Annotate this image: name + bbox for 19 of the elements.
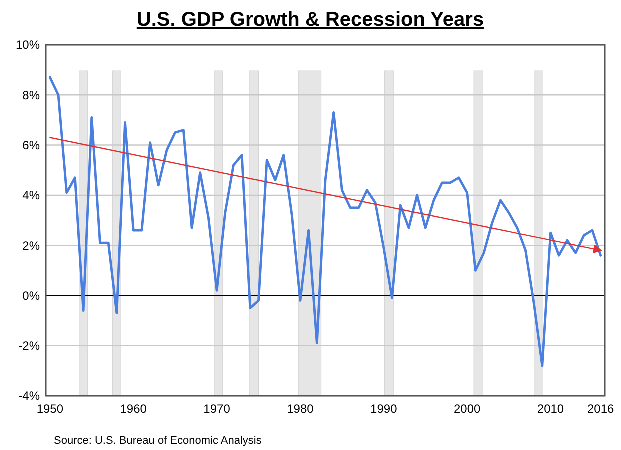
y-tick-label: -4% bbox=[18, 389, 40, 404]
y-tick-label: 10% bbox=[16, 38, 40, 52]
line-series bbox=[48, 76, 602, 368]
x-tick-label: 1950 bbox=[36, 402, 64, 416]
x-tick-label: 1960 bbox=[120, 402, 148, 416]
y-tick-label: 4% bbox=[22, 188, 40, 203]
x-tick-label: 2000 bbox=[454, 402, 482, 416]
y-tick-label: 8% bbox=[22, 88, 40, 102]
y-tick-label: 6% bbox=[22, 138, 40, 152]
x-tick-label: 2010 bbox=[537, 402, 564, 416]
x-tick-label: 1970 bbox=[204, 402, 231, 416]
x-tick-label: 2016 bbox=[587, 402, 614, 416]
x-tick-label: 1990 bbox=[370, 402, 398, 416]
chart-title: U.S. GDP Growth & Recession Years bbox=[136, 9, 484, 31]
x-tick-label: 1980 bbox=[287, 402, 314, 416]
source-note: Source: U.S. Bureau of Economic Analysis bbox=[54, 435, 262, 447]
y-tick-label: 0% bbox=[22, 288, 40, 303]
y-tick-label: 2% bbox=[22, 238, 40, 253]
y-tick-label: -2% bbox=[18, 339, 40, 354]
